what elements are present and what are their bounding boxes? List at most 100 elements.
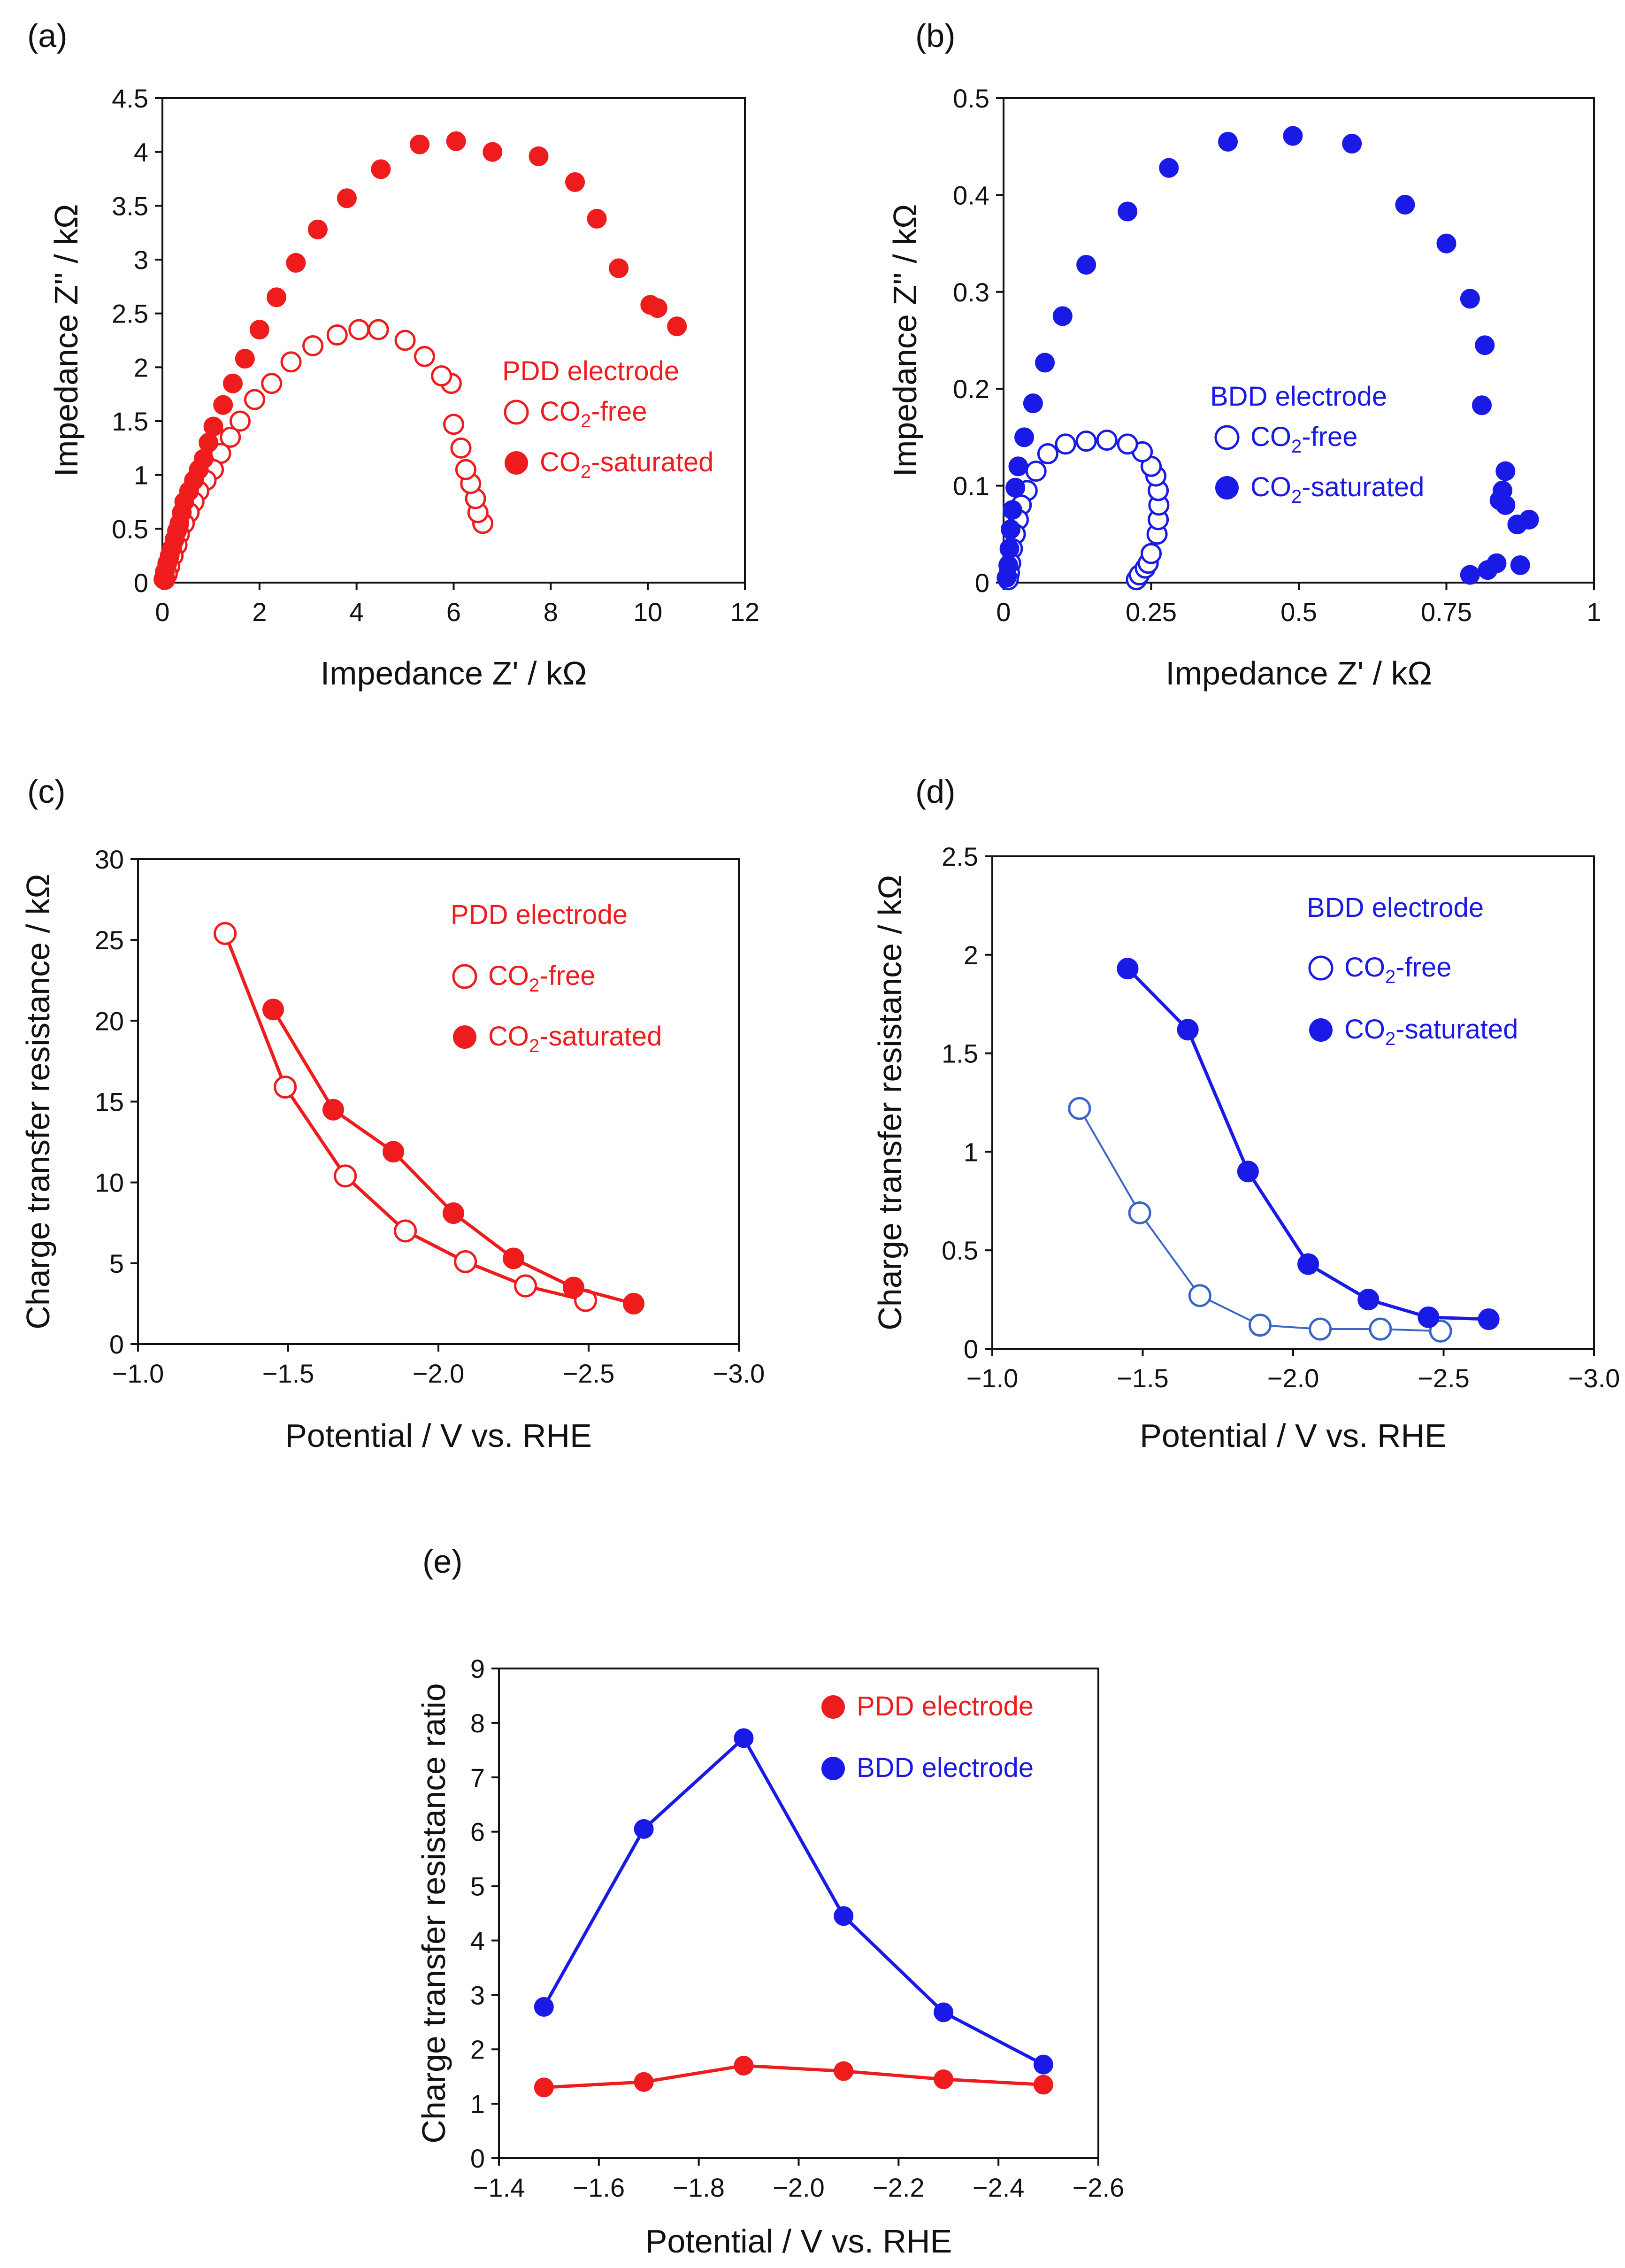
x-tick-label: −2.5 (1418, 1363, 1470, 1393)
data-point (1035, 353, 1055, 373)
data-point (446, 131, 466, 151)
legend-label-subscript: 2 (581, 461, 591, 482)
legend-label: CO2-free (540, 396, 647, 431)
legend-marker (505, 451, 528, 475)
x-tick-label: −2.6 (1073, 2173, 1125, 2202)
data-point (1055, 433, 1076, 455)
x-tick-label: −1.0 (112, 1359, 164, 1388)
data-point (1297, 1253, 1319, 1275)
data-point (443, 1202, 464, 1224)
series-1 (1117, 958, 1500, 1330)
y-tick-label: 7 (470, 1763, 485, 1792)
y-tick-label: 2 (470, 2035, 485, 2064)
series-line (271, 1008, 634, 1306)
y-tick-label: 0.2 (953, 374, 989, 404)
y-tick-label: 25 (95, 925, 124, 955)
data-point (1188, 1284, 1211, 1307)
data-point (286, 253, 306, 273)
panel-label: (a) (27, 17, 68, 54)
x-axis-label: Potential / V vs. RHE (1140, 1417, 1447, 1454)
data-point (1460, 565, 1480, 585)
x-tick-label: −2.0 (1267, 1363, 1319, 1393)
chart-panel-c: (c) −1.0 −1.5 −2.0 −2.5 −3.0 0 5 10 15 20 25 30 Poten… (20, 773, 765, 1454)
legend-marker (1214, 425, 1240, 450)
data-point (623, 1292, 644, 1315)
data-point (1128, 1201, 1151, 1224)
panel-label: (b) (915, 17, 956, 54)
data-point (1033, 2054, 1053, 2075)
legend-marker (821, 1757, 845, 1780)
data-point (609, 258, 629, 278)
data-point (1248, 1314, 1272, 1337)
legend: PDD electrode BDD electrode (821, 1691, 1034, 1783)
data-point (587, 208, 607, 229)
data-point (410, 134, 430, 154)
x-tick-label: −2.0 (413, 1359, 465, 1388)
legend-label: CO2-free (488, 961, 596, 996)
data-point (249, 320, 269, 340)
chart-panel-a: (a) 0 2 4 6 8 10 12 0 0.5 1 1.5 2 2.5 3 3.5 4 4.5 Impedanc… (27, 17, 759, 692)
legend-label-subscript: 2 (581, 411, 591, 431)
legend-label: CO2-free (1344, 952, 1452, 987)
legend-label: BDD electrode (857, 1753, 1034, 1783)
y-tick-label: 0.5 (942, 1236, 978, 1265)
x-tick-label: 0.5 (1280, 597, 1317, 627)
y-axis-label: Charge transfer resistance / kΩ (20, 874, 56, 1330)
data-point (1283, 126, 1303, 146)
legend-label-subscript: 2 (1385, 967, 1395, 987)
x-tick-label: −2.2 (873, 2173, 925, 2202)
y-tick-label: 0.4 (953, 180, 989, 210)
x-tick-label: 6 (446, 597, 461, 627)
y-tick-label: 3.5 (112, 191, 148, 221)
x-tick-label: 0.25 (1126, 597, 1177, 627)
series-1 (153, 131, 687, 590)
x-axis-label: Impedance Z' / kΩ (1165, 655, 1432, 692)
series-1 (534, 1728, 1053, 2075)
data-point (244, 389, 265, 410)
plot-frame (161, 97, 746, 584)
legend-label: CO2-free (1250, 422, 1358, 457)
y-tick-label: 2 (964, 940, 978, 970)
x-tick-label: −2.4 (973, 2173, 1025, 2202)
legend-label: CO2-saturated (540, 447, 713, 482)
legend-label-main: CO (1250, 422, 1291, 452)
data-point (274, 1076, 297, 1099)
data-point (834, 2061, 854, 2081)
data-point (534, 1997, 554, 2017)
data-point (1218, 131, 1238, 152)
legend-label-tail: -saturated (1395, 1014, 1518, 1045)
data-point (1001, 519, 1021, 539)
y-tick-label: 0.3 (953, 277, 989, 307)
legend-label: PDD electrode (857, 1691, 1034, 1722)
data-point (1436, 233, 1456, 254)
y-tick-label: 4 (134, 138, 148, 167)
series-1 (262, 999, 644, 1315)
legend-label-tail: -free (591, 396, 647, 427)
data-point (1008, 456, 1028, 477)
data-point (431, 365, 452, 387)
data-point (337, 188, 357, 208)
data-point (153, 569, 174, 590)
legend-label-main: CO (1250, 472, 1291, 502)
chart-panel-e: (e) −1.4 −1.6 −1.8 −2.0 −2.2 −2.4 −2.6 0 1 2 3 4 5 6 7 8… (415, 1543, 1124, 2260)
series-line (542, 1735, 1044, 2066)
y-tick-label: 5 (470, 1872, 485, 1901)
data-point (1076, 255, 1096, 275)
legend-marker (1309, 1018, 1333, 1042)
data-point (1025, 461, 1047, 482)
legend-title: BDD electrode (1210, 381, 1387, 412)
series-line (544, 2064, 1044, 2089)
y-tick-label: 20 (95, 1006, 124, 1036)
data-point (267, 287, 287, 308)
legend-title: PDD electrode (451, 900, 628, 930)
data-point (394, 1219, 417, 1243)
y-tick-label: 1 (470, 2089, 485, 2119)
y-tick-label: 15 (95, 1087, 124, 1117)
data-point (1342, 134, 1362, 154)
data-point (334, 1164, 357, 1188)
data-point (383, 1141, 404, 1163)
legend-label-tail: -saturated (1302, 472, 1424, 502)
y-tick-label: 0 (470, 2144, 485, 2173)
